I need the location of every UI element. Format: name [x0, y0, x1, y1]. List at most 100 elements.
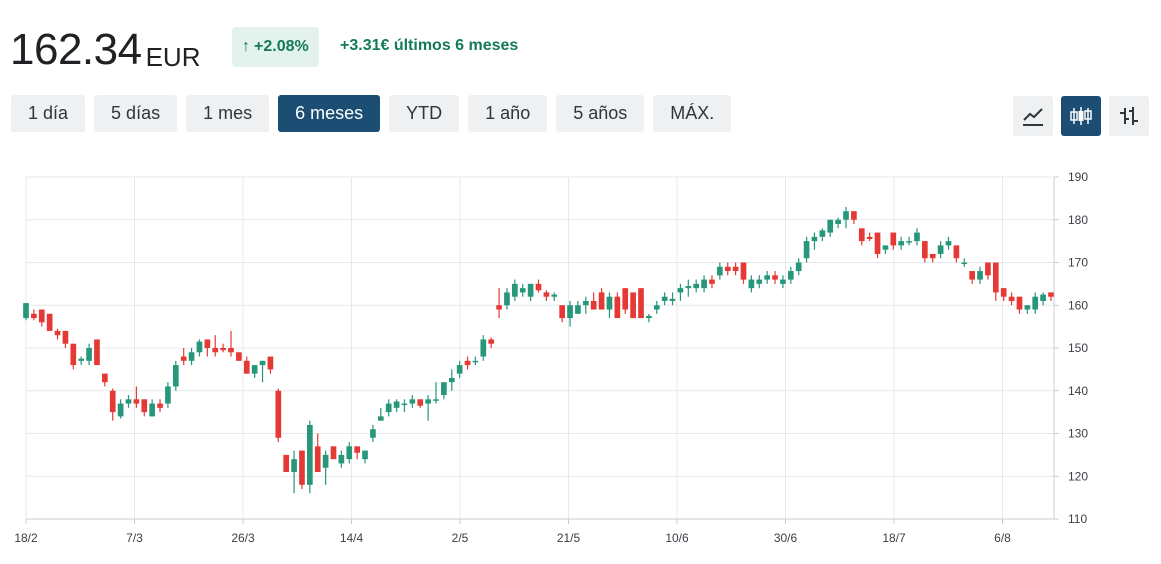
candle-body — [1008, 296, 1015, 301]
range-button-1-mes[interactable]: 1 mes — [186, 95, 270, 132]
candlestick-icon — [1070, 107, 1092, 125]
candle — [890, 232, 897, 250]
candle-body — [1048, 292, 1054, 297]
candle — [23, 303, 29, 321]
candle-body — [259, 360, 266, 366]
line-chart-button[interactable] — [1013, 96, 1053, 136]
candle-body — [1040, 294, 1046, 301]
range-button-max[interactable]: MÁX. — [653, 95, 732, 132]
candle-body — [322, 454, 329, 468]
candle-body — [409, 399, 416, 404]
candle-body — [109, 390, 116, 413]
candle-body — [882, 245, 889, 250]
candle — [307, 420, 313, 494]
candle — [937, 241, 944, 259]
candle-body — [338, 454, 345, 464]
candle-body — [283, 454, 290, 472]
candle-body — [38, 309, 45, 323]
candle-body — [125, 399, 132, 404]
candle-body — [795, 262, 802, 272]
candle — [874, 232, 881, 259]
candle-body — [929, 253, 936, 259]
candle-body — [512, 283, 518, 297]
candle — [338, 450, 345, 468]
candle — [866, 232, 873, 242]
candle-body — [204, 339, 211, 348]
candle-body — [448, 377, 455, 383]
candle — [362, 450, 368, 464]
candle — [448, 369, 455, 391]
candle — [646, 313, 652, 323]
candle-body — [330, 446, 337, 460]
candle-body — [780, 279, 786, 284]
candle — [275, 388, 282, 443]
candle — [1016, 296, 1023, 314]
candle — [1032, 292, 1039, 314]
candle-body — [62, 330, 69, 344]
candle — [882, 245, 889, 254]
candle-body — [772, 275, 778, 280]
candle — [567, 300, 573, 327]
candle — [914, 228, 920, 246]
candle — [614, 292, 621, 319]
candle-body — [456, 365, 463, 374]
candle-body — [472, 360, 479, 363]
candle — [858, 228, 865, 246]
y-tick-label: 170 — [1068, 256, 1088, 270]
range-button-ytd[interactable]: YTD — [389, 95, 460, 132]
candle-body — [401, 403, 408, 406]
change-percent-value: +2.08% — [254, 38, 309, 55]
candle-body — [724, 266, 731, 272]
candle-body — [977, 271, 983, 280]
x-tick-label: 21/5 — [557, 531, 581, 545]
candle-body — [677, 288, 684, 293]
candle — [590, 292, 597, 310]
range-button-5-dias[interactable]: 5 días — [94, 95, 178, 132]
candle-body — [251, 365, 258, 374]
candle-body — [496, 305, 502, 310]
candle-body — [969, 271, 975, 280]
candle — [259, 360, 266, 383]
chart-grid — [25, 176, 1059, 524]
candle-body — [464, 360, 471, 366]
range-button-1-dia[interactable]: 1 día — [11, 95, 86, 132]
candle — [787, 266, 794, 284]
candle-body — [385, 403, 392, 413]
candle-body — [953, 245, 960, 259]
candle — [843, 206, 849, 229]
x-tick-label: 18/7 — [882, 531, 906, 545]
candle — [622, 288, 629, 314]
range-button-1-ano[interactable]: 1 año — [468, 95, 548, 132]
y-tick-label: 140 — [1068, 384, 1088, 398]
candle — [756, 275, 763, 289]
candle — [1008, 292, 1015, 306]
candle — [819, 228, 826, 242]
candle — [299, 450, 305, 490]
candlestick-chart-button[interactable] — [1061, 96, 1101, 136]
candle-body — [133, 399, 140, 404]
candle-body — [922, 241, 928, 259]
candle — [772, 271, 778, 284]
candle-body — [102, 373, 108, 383]
ohlc-chart-button[interactable] — [1109, 96, 1149, 136]
y-tick-label: 160 — [1068, 298, 1088, 312]
candle-body — [307, 424, 313, 485]
x-tick-label: 26/3 — [231, 531, 255, 545]
y-tick-label: 180 — [1068, 213, 1088, 227]
range-button-5-anos[interactable]: 5 años — [556, 95, 645, 132]
range-button-6-meses[interactable]: 6 meses — [278, 95, 381, 132]
candle — [401, 399, 408, 413]
candle-body — [787, 271, 794, 280]
candle-body — [94, 339, 100, 366]
candle-body — [228, 348, 234, 353]
candle-body — [622, 288, 629, 310]
candle — [393, 399, 400, 413]
candle-body — [46, 313, 53, 331]
candle-body — [243, 360, 250, 374]
candle — [551, 292, 558, 301]
candle-body — [709, 279, 715, 284]
candle — [740, 262, 747, 284]
candle — [780, 275, 786, 289]
candle-body — [819, 230, 826, 237]
